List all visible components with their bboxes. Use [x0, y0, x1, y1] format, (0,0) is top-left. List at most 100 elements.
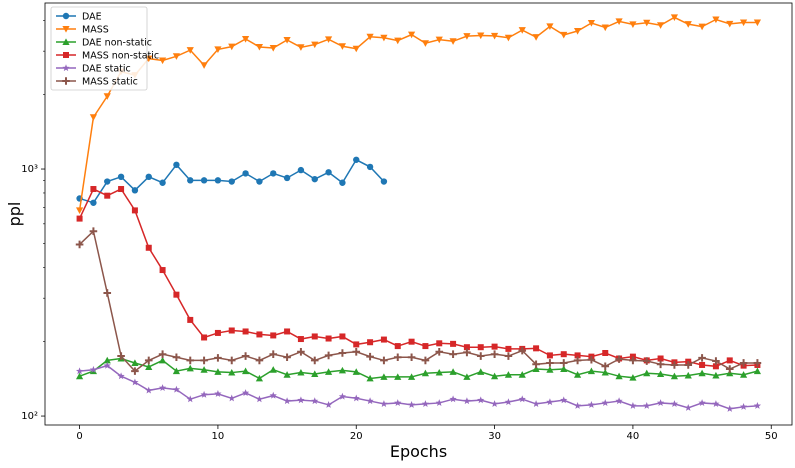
data-point — [408, 338, 415, 345]
data-point — [739, 359, 748, 367]
data-point — [338, 392, 347, 400]
data-point — [449, 368, 457, 375]
data-point — [477, 32, 485, 40]
data-point — [739, 19, 748, 27]
series-dae-static — [75, 361, 762, 412]
legend-marker — [62, 64, 70, 72]
data-point — [269, 391, 277, 399]
legend-item: MASS — [56, 25, 109, 36]
axes-layer: 0 10 20 30 40 50 10² 10³ — [21, 20, 778, 442]
data-point — [352, 368, 360, 375]
data-point — [131, 378, 139, 386]
series-dae — [76, 156, 388, 206]
data-point — [380, 336, 387, 343]
data-point — [490, 32, 499, 40]
data-point — [186, 47, 194, 54]
data-point — [421, 356, 430, 365]
data-point — [366, 163, 374, 171]
data-point — [726, 20, 734, 28]
data-point — [338, 366, 347, 374]
data-point — [145, 244, 152, 251]
data-point — [753, 402, 762, 409]
data-point — [422, 343, 429, 350]
data-point — [89, 114, 98, 121]
data-point — [214, 390, 222, 397]
data-point — [504, 352, 513, 360]
data-point — [214, 46, 222, 53]
data-point — [726, 369, 734, 377]
data-point — [89, 227, 98, 236]
data-point — [131, 367, 139, 375]
data-point — [656, 22, 665, 29]
data-point — [366, 397, 374, 405]
data-point — [145, 363, 153, 370]
data-point — [573, 28, 582, 35]
data-point — [712, 357, 720, 365]
data-point — [407, 353, 416, 362]
data-point — [643, 19, 651, 27]
data-point — [380, 400, 388, 407]
data-point — [353, 156, 360, 163]
data-point — [242, 170, 249, 177]
data-point — [283, 353, 291, 362]
data-point — [615, 372, 623, 380]
data-point — [407, 31, 416, 39]
data-point — [325, 335, 332, 342]
data-point — [269, 44, 277, 52]
data-point — [546, 398, 554, 406]
data-point — [297, 348, 305, 356]
data-point — [450, 340, 457, 347]
data-point — [393, 353, 402, 362]
data-point — [325, 169, 332, 176]
data-point — [421, 369, 430, 377]
legend-marker — [62, 12, 70, 20]
legend-item: MASS non-static — [56, 51, 159, 62]
data-point — [587, 401, 596, 408]
data-point — [712, 16, 720, 24]
data-point — [629, 21, 637, 29]
legend-label: MASS — [82, 25, 109, 36]
data-point — [380, 178, 388, 185]
data-point — [504, 371, 513, 378]
data-point — [684, 404, 692, 411]
data-point — [394, 343, 401, 350]
data-point — [241, 367, 250, 375]
data-point — [118, 186, 125, 193]
legend: DAE MASS DAE non-static MASS non-static DAE … — [50, 6, 159, 91]
data-point — [670, 361, 679, 369]
legend-item: DAE — [56, 12, 102, 23]
data-point — [311, 333, 318, 340]
data-point — [145, 173, 152, 181]
data-point — [615, 355, 623, 363]
data-point — [726, 405, 734, 412]
data-point — [158, 57, 167, 65]
data-point — [380, 34, 388, 42]
data-point — [560, 365, 568, 373]
x-tick-label: 40 — [627, 431, 640, 442]
data-point — [490, 400, 499, 407]
data-point — [158, 384, 167, 391]
data-point — [241, 389, 250, 397]
data-point — [366, 33, 374, 41]
data-point — [725, 365, 734, 373]
data-point — [463, 373, 471, 380]
data-point — [629, 356, 637, 365]
data-point — [546, 23, 554, 30]
data-point — [753, 19, 762, 27]
data-point — [352, 45, 360, 53]
data-point — [172, 53, 181, 60]
legend-marker — [62, 38, 70, 45]
data-point — [491, 343, 498, 350]
data-point — [103, 361, 111, 369]
data-point — [173, 291, 180, 298]
data-point — [200, 62, 208, 69]
data-point — [131, 187, 139, 194]
data-point — [670, 14, 679, 21]
data-point — [477, 368, 485, 375]
data-point — [560, 351, 567, 358]
data-point — [629, 402, 637, 409]
data-point — [186, 395, 194, 403]
data-point — [518, 346, 527, 355]
data-point — [546, 352, 553, 359]
data-point — [131, 207, 138, 214]
